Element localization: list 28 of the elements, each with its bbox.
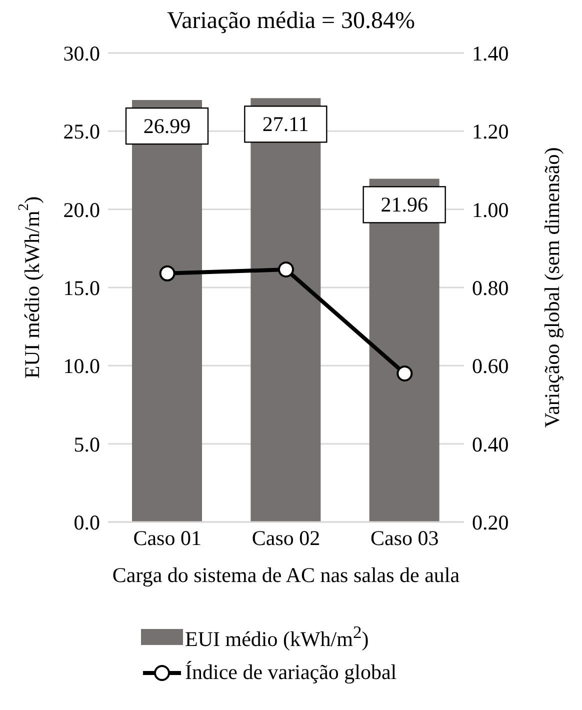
point [159,265,176,282]
x-axis-title: Carga do sistema de AC nas salas de aula [112,563,460,587]
x-tick-label: Caso 03 [370,526,439,550]
y2-tick-label: 0.80 [472,276,509,300]
y-tick-label: 10.0 [63,354,100,378]
data-label: 26.99 [143,114,191,138]
data-label: 27.11 [262,112,309,136]
y-tick-label: 0.0 [74,510,100,534]
point [396,365,413,382]
y2-tick-label: 0.40 [472,432,509,456]
y2-tick-label: 1.40 [472,41,509,66]
x-tick-label: Caso 01 [133,526,202,550]
y2-tick-label: 1.20 [472,120,509,144]
point [278,262,294,278]
legend-label: Índice de variação global [185,660,397,684]
x-tick-label: Caso 02 [252,526,320,550]
y2-axis-title: Variaçãoo global (sem dimensão) [540,147,564,428]
y-tick-label: 30.0 [63,41,100,66]
legend-label: EUI médio (kWh/m$^{2}$) [185,622,369,651]
data-label: 21.96 [380,192,428,217]
y2-tick-label: 0.20 [472,510,509,534]
chart-title: Variação média = 30.84% [166,8,416,35]
y-tick-label: 20.0 [63,198,100,222]
y-tick-label: 15.0 [63,276,100,300]
y-tick-label: 25.0 [63,120,100,144]
y2-tick-label: 0.60 [472,354,509,378]
y-tick-label: 5.0 [74,432,100,456]
y2-tick-label: 1.00 [472,198,509,222]
